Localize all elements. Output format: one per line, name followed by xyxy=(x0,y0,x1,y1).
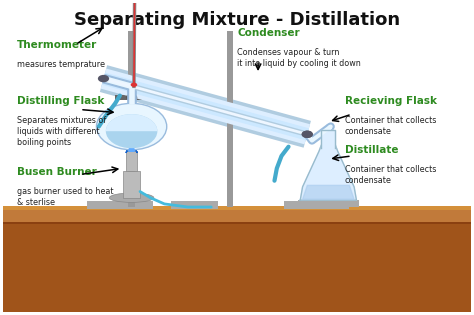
Wedge shape xyxy=(106,114,157,131)
Text: Container that collects
condensate: Container that collects condensate xyxy=(345,116,436,136)
FancyBboxPatch shape xyxy=(115,121,148,127)
Circle shape xyxy=(131,83,137,87)
Circle shape xyxy=(106,114,157,148)
FancyBboxPatch shape xyxy=(115,95,148,100)
Text: Separating Mixture - Distillation: Separating Mixture - Distillation xyxy=(74,10,400,29)
FancyBboxPatch shape xyxy=(3,206,471,210)
Polygon shape xyxy=(321,130,336,148)
Text: Condenses vapour & turn
it into liquid by cooling it down: Condenses vapour & turn it into liquid b… xyxy=(237,48,361,68)
Circle shape xyxy=(97,103,167,150)
Text: Separates mixtures of
liquids with different
boiling points: Separates mixtures of liquids with diffe… xyxy=(17,116,106,147)
Text: Distillate: Distillate xyxy=(345,145,398,155)
FancyBboxPatch shape xyxy=(3,207,471,224)
Text: measures temprature: measures temprature xyxy=(17,60,105,69)
FancyBboxPatch shape xyxy=(3,224,471,312)
FancyBboxPatch shape xyxy=(227,31,233,207)
FancyBboxPatch shape xyxy=(284,201,349,209)
FancyBboxPatch shape xyxy=(126,151,137,171)
FancyBboxPatch shape xyxy=(298,200,359,207)
Circle shape xyxy=(301,131,313,138)
Ellipse shape xyxy=(109,193,154,202)
Text: Distilling Flask: Distilling Flask xyxy=(17,96,104,106)
Polygon shape xyxy=(302,185,354,199)
Text: Busen Burner: Busen Burner xyxy=(17,167,97,177)
Text: Condenser: Condenser xyxy=(237,27,300,37)
FancyBboxPatch shape xyxy=(172,201,218,209)
Circle shape xyxy=(98,75,109,82)
Circle shape xyxy=(301,131,313,138)
Text: Container that collects
condensate: Container that collects condensate xyxy=(345,165,436,185)
Text: Thermometer: Thermometer xyxy=(17,40,97,50)
Polygon shape xyxy=(300,145,356,200)
FancyBboxPatch shape xyxy=(128,31,135,207)
Text: gas burner used to heat
& sterlise: gas burner used to heat & sterlise xyxy=(17,187,113,207)
Circle shape xyxy=(126,94,137,101)
Polygon shape xyxy=(129,139,135,151)
FancyBboxPatch shape xyxy=(3,221,471,224)
Text: Recieving Flask: Recieving Flask xyxy=(345,96,437,106)
Circle shape xyxy=(126,120,137,128)
Polygon shape xyxy=(126,136,137,153)
FancyBboxPatch shape xyxy=(123,171,140,198)
FancyBboxPatch shape xyxy=(87,201,153,209)
